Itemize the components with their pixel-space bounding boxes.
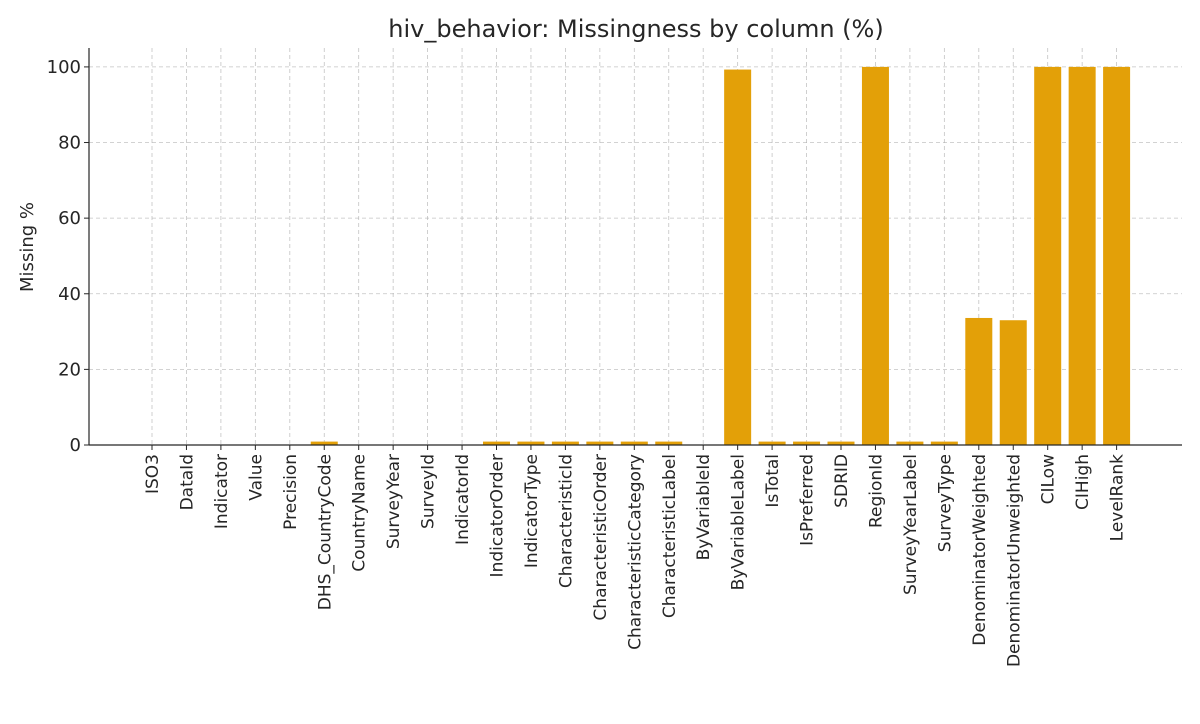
x-tick-label: DHS_CountryCode <box>315 454 335 610</box>
y-axis-ticks: 0 20 40 60 80 100 <box>47 57 89 456</box>
x-tick-label: SDRID <box>832 454 852 508</box>
x-tick-label: IsPreferred <box>798 454 818 546</box>
bar-SurveyYearLabel <box>896 441 924 445</box>
grid-lines <box>89 48 1182 446</box>
bar-IsTotal <box>758 441 786 445</box>
x-tick-label: IsTotal <box>763 454 783 508</box>
y-tick-label: 60 <box>58 208 81 229</box>
bar-IndicatorOrder <box>483 441 510 445</box>
bar-IsPreferred <box>793 441 821 445</box>
bar-LevelRank <box>1103 66 1131 446</box>
x-tick-label: ByVariableId <box>694 454 714 560</box>
x-tick-label: Indicator <box>212 454 232 529</box>
bar-SDRID <box>827 441 855 445</box>
bar-SurveyType <box>930 441 958 445</box>
bar-RegionId <box>861 66 889 446</box>
chart-title: hiv_behavior: Missingness by column (%) <box>388 15 883 43</box>
y-axis-label: Missing % <box>17 202 38 292</box>
bar-CIHigh <box>1068 66 1096 446</box>
x-tick-label: SurveyYear <box>384 454 404 549</box>
x-tick-label: ISO3 <box>143 454 163 494</box>
bar-DenominatorWeighted <box>965 317 993 445</box>
bar-CharacteristicCategory <box>620 441 648 445</box>
x-tick-label: CountryName <box>350 454 370 572</box>
x-tick-label: SurveyType <box>935 454 955 552</box>
x-tick-label: DataId <box>177 454 197 510</box>
y-tick-label: 80 <box>58 133 81 154</box>
bar-DHS_CountryCode <box>310 441 338 445</box>
x-tick-label: Precision <box>281 454 301 530</box>
bar-CharacteristicId <box>551 441 579 445</box>
x-tick-label: DenominatorWeighted <box>970 454 990 646</box>
x-tick-label: IndicatorType <box>522 454 542 568</box>
y-tick-label: 0 <box>70 435 81 456</box>
y-tick-label: 40 <box>58 284 81 305</box>
x-tick-label: IndicatorOrder <box>488 454 508 577</box>
x-tick-label: RegionId <box>866 454 886 528</box>
x-tick-label: LevelRank <box>1108 454 1128 542</box>
x-tick-label: SurveyId <box>419 454 439 529</box>
x-tick-label: IndicatorId <box>453 454 473 545</box>
y-tick-label: 100 <box>47 57 81 78</box>
x-tick-label: CharacteristicLabel <box>660 454 680 618</box>
y-tick-label: 20 <box>58 359 81 380</box>
bar-DenominatorUnweighted <box>999 320 1027 445</box>
bar-IndicatorType <box>517 441 545 445</box>
axes <box>88 48 1182 446</box>
x-axis-ticks: ISO3 DataId Indicator Value Precision DHS_Cou… <box>143 445 1128 667</box>
x-tick-label: ByVariableLabel <box>729 454 749 590</box>
x-tick-label: CharacteristicId <box>556 454 576 588</box>
bars <box>310 66 1131 446</box>
x-tick-label: CharacteristicOrder <box>591 454 611 621</box>
bar-ByVariableLabel <box>724 69 752 446</box>
bar-CILow <box>1034 66 1062 446</box>
x-tick-label: DenominatorUnweighted <box>1004 454 1024 667</box>
x-tick-label: CIHigh <box>1073 454 1093 510</box>
x-tick-label: SurveyYearLabel <box>901 454 921 595</box>
x-tick-label: Value <box>246 454 266 501</box>
bar-CharacteristicLabel <box>655 441 683 445</box>
x-tick-label: CILow <box>1039 454 1059 504</box>
bar-CharacteristicOrder <box>586 441 614 445</box>
x-tick-label: CharacteristicCategory <box>625 454 645 650</box>
